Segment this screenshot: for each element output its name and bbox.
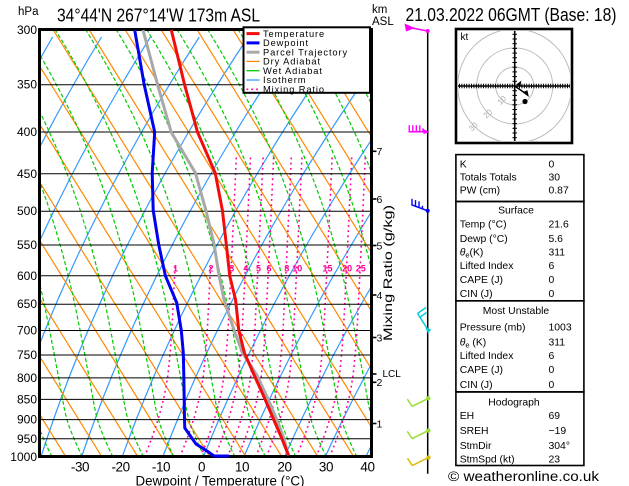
svg-text:40: 40: [360, 460, 374, 475]
svg-text:20: 20: [342, 264, 352, 274]
svg-text:Temp (°C): Temp (°C): [460, 220, 507, 231]
svg-text:ASL: ASL: [372, 16, 394, 28]
svg-text:650: 650: [17, 297, 37, 311]
svg-text:5.6: 5.6: [549, 234, 564, 245]
svg-text:CIN (J): CIN (J): [460, 380, 493, 391]
svg-text:5: 5: [377, 240, 383, 252]
svg-text:1: 1: [377, 418, 383, 430]
svg-text:Surface: Surface: [498, 206, 534, 217]
svg-text:θe (K): θe (K): [460, 338, 487, 350]
svg-text:1: 1: [173, 264, 178, 274]
svg-text:500: 500: [17, 204, 37, 218]
svg-text:850: 850: [17, 392, 37, 406]
svg-text:0: 0: [549, 365, 555, 376]
svg-text:0: 0: [198, 460, 205, 475]
svg-text:900: 900: [17, 413, 37, 427]
svg-text:km: km: [372, 4, 387, 16]
svg-text:-20: -20: [111, 460, 129, 475]
svg-text:20: 20: [277, 460, 291, 475]
svg-text:6: 6: [549, 351, 555, 362]
svg-text:kt: kt: [461, 32, 469, 43]
svg-text:600: 600: [17, 269, 37, 283]
svg-text:Wet Adiabat: Wet Adiabat: [263, 66, 323, 76]
svg-text:Isotherm: Isotherm: [263, 75, 306, 85]
svg-text:300: 300: [17, 23, 37, 37]
svg-text:Mixing Ratio: Mixing Ratio: [263, 85, 325, 95]
svg-text:2: 2: [377, 377, 383, 389]
svg-text:LCL: LCL: [383, 369, 402, 380]
svg-text:Dewpoint: Dewpoint: [263, 38, 309, 48]
svg-text:350: 350: [17, 78, 37, 92]
svg-text:30: 30: [549, 173, 561, 184]
svg-text:PW (cm): PW (cm): [460, 186, 500, 197]
svg-text:Lifted Index: Lifted Index: [460, 351, 515, 362]
svg-text:6: 6: [266, 264, 271, 274]
svg-text:EH: EH: [460, 411, 474, 422]
svg-text:311: 311: [549, 247, 566, 258]
svg-text:0: 0: [549, 159, 555, 170]
svg-text:0: 0: [549, 289, 555, 300]
svg-text:15: 15: [322, 264, 332, 274]
svg-text:1000: 1000: [10, 450, 37, 464]
svg-text:0.87: 0.87: [549, 186, 569, 197]
svg-text:4: 4: [377, 290, 383, 302]
svg-text:0: 0: [549, 275, 555, 286]
svg-text:700: 700: [17, 324, 37, 338]
svg-text:10: 10: [235, 460, 249, 475]
svg-text:hPa: hPa: [18, 6, 39, 18]
svg-text:23: 23: [549, 455, 561, 466]
svg-text:StmSpd (kt): StmSpd (kt): [460, 455, 515, 466]
svg-text:CAPE (J): CAPE (J): [460, 275, 503, 286]
svg-text:25: 25: [356, 264, 366, 274]
svg-text:−19: −19: [549, 426, 567, 437]
svg-text:5: 5: [256, 264, 261, 274]
svg-text:750: 750: [17, 348, 37, 362]
svg-text:6: 6: [377, 194, 383, 206]
svg-text:CIN (J): CIN (J): [460, 289, 493, 300]
svg-text:10: 10: [292, 264, 302, 274]
svg-text:950: 950: [17, 432, 37, 446]
svg-text:400: 400: [17, 125, 37, 139]
svg-text:Lifted Index: Lifted Index: [460, 261, 515, 272]
svg-text:Dewpoint / Temperature (°C): Dewpoint / Temperature (°C): [136, 474, 305, 486]
svg-text:© weatheronline.co.uk: © weatheronline.co.uk: [448, 469, 599, 484]
svg-text:1003: 1003: [549, 323, 572, 334]
svg-text:34°44'N 267°14'W 173m ASL: 34°44'N 267°14'W 173m ASL: [57, 6, 260, 26]
svg-text:Most Unstable: Most Unstable: [483, 306, 550, 317]
svg-text:Mixing Ratio (g/kg): Mixing Ratio (g/kg): [381, 205, 395, 341]
svg-text:21.6: 21.6: [549, 220, 569, 231]
svg-text:450: 450: [17, 167, 37, 181]
svg-text:4: 4: [243, 264, 248, 274]
svg-text:-10: -10: [152, 460, 170, 475]
svg-text:311: 311: [549, 338, 566, 349]
svg-text:-30: -30: [71, 460, 89, 475]
svg-text:6: 6: [549, 261, 555, 272]
svg-text:3: 3: [229, 264, 234, 274]
svg-text:800: 800: [17, 371, 37, 385]
svg-text:2: 2: [208, 264, 213, 274]
svg-text:StmDir: StmDir: [460, 441, 492, 452]
svg-text:θe(K): θe(K): [460, 247, 484, 259]
svg-text:8: 8: [284, 264, 289, 274]
svg-text:Pressure (mb): Pressure (mb): [460, 323, 526, 334]
svg-text:CAPE (J): CAPE (J): [460, 365, 503, 376]
svg-text:0: 0: [549, 380, 555, 391]
svg-text:304°: 304°: [549, 441, 571, 452]
svg-text:Parcel Trajectory: Parcel Trajectory: [263, 47, 348, 57]
svg-text:550: 550: [17, 238, 37, 252]
svg-text:Temperature: Temperature: [263, 29, 325, 39]
svg-text:Totals Totals: Totals Totals: [460, 173, 517, 184]
svg-text:Hodograph: Hodograph: [488, 398, 540, 409]
svg-text:SREH: SREH: [460, 426, 489, 437]
svg-text:7: 7: [377, 146, 383, 158]
svg-text:Dewp (°C): Dewp (°C): [460, 234, 508, 245]
svg-text:K: K: [460, 159, 467, 170]
svg-text:21.03.2022 06GMT (Base: 18): 21.03.2022 06GMT (Base: 18): [406, 5, 617, 25]
svg-text:3: 3: [377, 332, 383, 344]
svg-text:30: 30: [319, 460, 333, 475]
svg-text:Dry Adiabat: Dry Adiabat: [263, 57, 321, 67]
svg-text:69: 69: [549, 411, 561, 422]
